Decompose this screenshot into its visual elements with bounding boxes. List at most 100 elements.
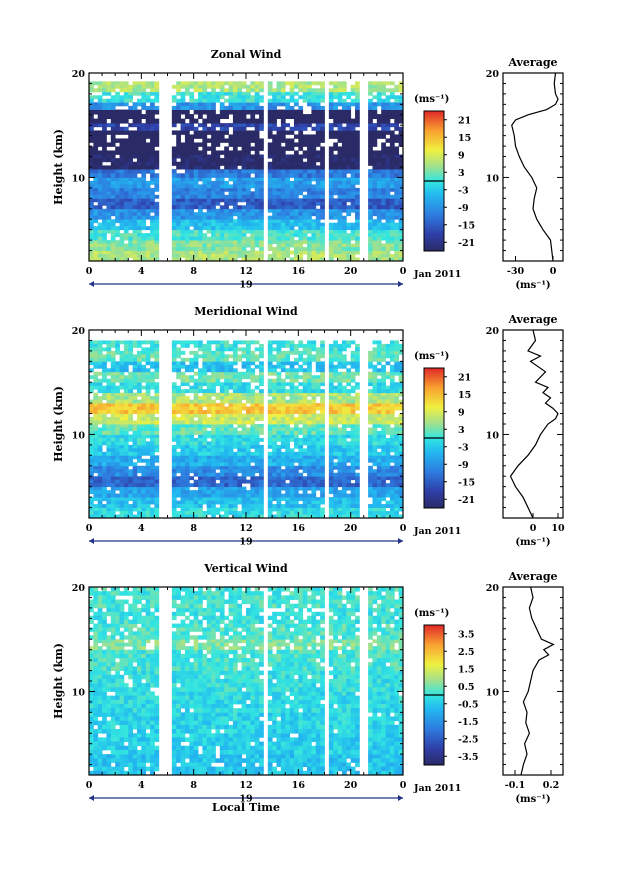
heatmap-cell [102, 507, 107, 512]
heatmap-cell [259, 479, 264, 484]
heatmap-cell [232, 130, 238, 135]
heatmap-cell [219, 105, 225, 110]
heatmap-cell [267, 130, 273, 135]
heatmap-cell [385, 233, 391, 238]
heatmap-cell [180, 95, 186, 100]
heatmap-cell [285, 165, 291, 170]
heatmap-cell [110, 410, 116, 414]
heatmap-cell [368, 146, 373, 151]
heatmap-cell [123, 126, 129, 131]
heatmap-cell [141, 465, 147, 470]
heatmap-cell [102, 247, 107, 251]
heatmap-cell [394, 420, 400, 425]
heatmap-cell [298, 81, 304, 86]
heatmap-cell [184, 240, 190, 244]
heatmap-cell [171, 507, 177, 512]
heatmap-cell [202, 417, 208, 421]
heatmap-cell [176, 130, 181, 135]
heatmap-cell [128, 169, 134, 174]
heatmap-cell [106, 476, 112, 481]
heatmap-cell [350, 406, 356, 411]
heatmap-cell [206, 497, 212, 501]
heatmap-cell [123, 243, 129, 248]
heatmap-cell [346, 236, 352, 241]
heatmap-cell [211, 84, 216, 89]
heatmap-cell [150, 84, 155, 89]
heatmap-cell [89, 201, 94, 206]
heatmap-cell [259, 437, 264, 442]
heatmap-cell [398, 437, 404, 442]
heatmap-cell [97, 173, 103, 178]
heatmap-cell [237, 184, 243, 189]
heatmap-cell [376, 158, 382, 163]
heatmap-cell [219, 226, 225, 231]
heatmap-cell [398, 233, 404, 238]
heatmap-cell [119, 434, 125, 439]
heatmap-cell [285, 500, 291, 505]
heatmap-cell [302, 476, 308, 481]
heatmap-cell [106, 81, 112, 86]
heatmap-cell [93, 184, 99, 189]
heatmap-cell [350, 194, 356, 199]
heatmap-cell [206, 226, 212, 231]
heatmap-cell [293, 126, 299, 131]
heatmap-cell [315, 247, 321, 251]
heatmap-cell [228, 177, 234, 182]
heatmap-cell [206, 173, 212, 178]
heatmap-cell [328, 444, 334, 449]
heatmap-cell [315, 158, 321, 163]
heatmap-cell [224, 497, 229, 501]
heatmap-cell [333, 434, 338, 439]
heatmap-cell [302, 187, 308, 192]
heatmap-cell [198, 444, 203, 449]
heatmap-cell [389, 134, 395, 139]
heatmap-cell [89, 500, 94, 505]
heatmap-cell [193, 479, 199, 484]
heatmap-cell [298, 476, 304, 481]
heatmap-cell [398, 434, 404, 439]
heatmap-cell [228, 413, 234, 418]
heatmap-cell [293, 158, 299, 163]
heatmap-cell [311, 201, 317, 206]
heatmap-cell [298, 430, 304, 435]
heatmap-cell [180, 191, 186, 196]
heatmap-cell [102, 465, 107, 470]
heatmap-cell [289, 212, 295, 217]
heatmap-cell [232, 180, 238, 185]
heatmap-cell [119, 254, 125, 258]
heatmap-cell [398, 201, 404, 206]
heatmap-cell [381, 212, 386, 217]
heatmap-cell [280, 451, 286, 456]
heatmap-cell [368, 161, 373, 166]
heatmap-cell [89, 109, 94, 115]
heatmap-cell [176, 215, 181, 220]
heatmap-cell [272, 109, 277, 115]
heatmap-cell [333, 413, 338, 418]
heatmap-cell [97, 208, 103, 213]
heatmap-cell [211, 465, 216, 470]
heatmap-cell [337, 448, 343, 453]
heatmap-cell [115, 123, 120, 128]
heatmap-cell [215, 417, 221, 421]
heatmap-cell [202, 403, 208, 407]
heatmap-cell [381, 191, 386, 196]
heatmap-cell [202, 165, 208, 170]
heatmap-cell [298, 138, 304, 143]
heatmap-cell [211, 105, 216, 110]
heatmap-cell [272, 240, 277, 244]
heatmap-cell [219, 406, 225, 411]
heatmap-cell [237, 243, 243, 248]
heatmap-cell [350, 455, 356, 460]
heatmap-cell [232, 437, 238, 442]
heatmap-cell [302, 455, 308, 460]
heatmap-cell [215, 406, 221, 411]
heatmap-cell [385, 102, 391, 107]
heatmap-cell [215, 173, 221, 178]
heatmap-cell [315, 406, 321, 411]
heatmap-cell [293, 184, 299, 189]
heatmap-cell [272, 483, 277, 488]
heatmap-cell [350, 150, 356, 155]
heatmap-cell [141, 201, 147, 206]
heatmap-cell [193, 455, 199, 460]
heatmap-cell [150, 479, 155, 484]
